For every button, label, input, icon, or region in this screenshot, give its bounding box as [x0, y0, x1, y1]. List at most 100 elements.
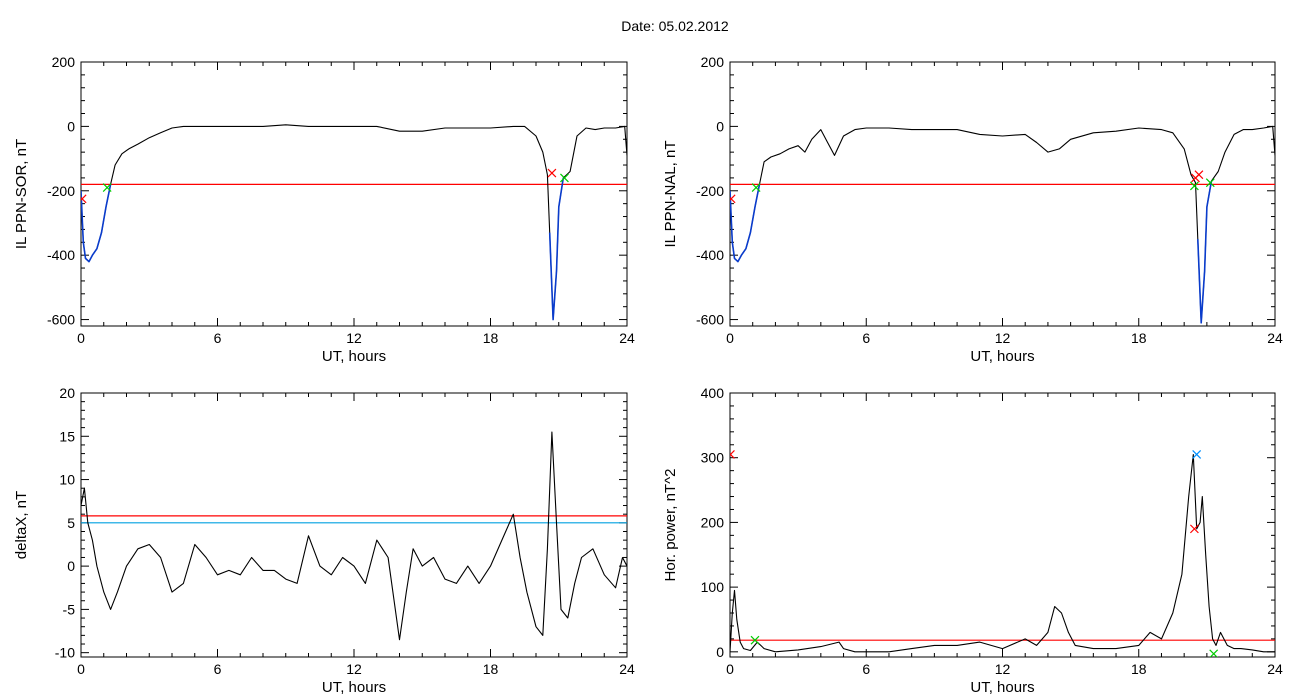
- y-tick-label: -400: [47, 247, 75, 263]
- y-tick-label: 400: [701, 385, 725, 401]
- x-tick-label: 6: [862, 330, 870, 346]
- panel-hor-power: 0 6 12 18 24 0 100 200 300 400 UT, hours Hor. power…: [662, 385, 1283, 696]
- x-tick-label: 0: [77, 661, 85, 677]
- x-axis-label: UT, hours: [970, 679, 1034, 696]
- x-tick-label: 12: [995, 661, 1011, 677]
- y-tick-label: -5: [63, 601, 76, 617]
- marker-stroke: [1194, 170, 1204, 180]
- x-tick-label: 12: [346, 661, 362, 677]
- series-line: [1197, 180, 1213, 324]
- plot-frame: [80, 392, 628, 658]
- x-axis-label: UT, hours: [322, 348, 386, 365]
- y-tick-label: 0: [67, 558, 75, 574]
- plot-frame: [729, 392, 1276, 658]
- y-tick-label: 300: [701, 450, 725, 466]
- data-marker: [1194, 170, 1204, 180]
- y-tick-label: -10: [55, 645, 75, 661]
- y-tick-label: 0: [716, 118, 724, 134]
- y-tick-label: -200: [696, 183, 724, 199]
- y-axis-label: Hor. power, nT^2: [662, 469, 679, 582]
- y-tick-label: 200: [52, 54, 76, 70]
- data-marker: [81, 194, 87, 204]
- series-line: [730, 184, 761, 263]
- x-tick-label: 18: [1131, 661, 1147, 677]
- y-tick-label: 0: [67, 118, 75, 134]
- plot-frame: [729, 61, 1276, 327]
- x-tick-label: 0: [726, 330, 734, 346]
- data-marker: [1209, 649, 1219, 657]
- data-marker: [730, 450, 735, 459]
- plot-frame: [80, 61, 628, 327]
- y-tick-label: -600: [47, 312, 75, 328]
- marker-stroke: [1209, 649, 1219, 657]
- series-line: [730, 453, 1275, 653]
- plot-area: [730, 450, 1275, 657]
- marker-stroke: [750, 635, 760, 645]
- data-marker: [1189, 524, 1199, 534]
- y-axis-label: deltaX, nT: [13, 491, 30, 559]
- marker-stroke: [81, 194, 87, 201]
- y-axis-label: IL PPN-SOR, nT: [13, 139, 30, 249]
- series-line: [81, 431, 627, 641]
- data-marker: [730, 194, 736, 204]
- data-marker: [102, 183, 112, 192]
- plot-area: [730, 125, 1275, 324]
- y-axis-label: IL PPN-NAL, nT: [662, 141, 679, 248]
- marker-stroke: [1192, 450, 1202, 459]
- plot-area: [81, 124, 627, 321]
- x-tick-label: 0: [77, 330, 85, 346]
- series-line: [730, 125, 1275, 324]
- marker-stroke: [730, 194, 736, 201]
- x-tick-label: 18: [483, 661, 499, 677]
- y-tick-label: 0: [716, 644, 724, 660]
- data-marker: [1205, 178, 1215, 188]
- y-tick-label: 20: [59, 385, 75, 401]
- y-tick-label: -600: [696, 312, 724, 328]
- x-tick-label: 24: [1267, 661, 1283, 677]
- panel-il-sor: 0 6 12 18 24 -600 -400 -200 0 200 UT, hours IL PPN-…: [13, 54, 635, 365]
- series-line: [548, 177, 565, 321]
- data-marker: [1192, 450, 1202, 459]
- marker-stroke: [102, 183, 112, 192]
- data-marker: [1189, 181, 1199, 191]
- data-marker: [560, 173, 569, 183]
- series-line: [81, 184, 112, 263]
- y-tick-label: 15: [59, 428, 75, 444]
- x-tick-label: 6: [214, 330, 222, 346]
- x-tick-label: 12: [346, 330, 362, 346]
- panel-deltax: 0 6 12 18 24 -10 -5 0 5 10 15 20 UT, hours deltaX, nT: [13, 385, 635, 696]
- marker-stroke: [1205, 178, 1215, 188]
- marker-stroke: [1189, 181, 1199, 191]
- x-tick-label: 6: [862, 661, 870, 677]
- x-tick-label: 24: [619, 330, 635, 346]
- marker-stroke: [560, 173, 569, 183]
- marker-stroke: [1189, 524, 1199, 534]
- page-title: Date: 05.02.2012: [621, 18, 729, 34]
- data-marker: [750, 635, 760, 645]
- x-tick-label: 24: [619, 661, 635, 677]
- y-tick-label: 100: [701, 579, 725, 595]
- x-tick-label: 12: [995, 330, 1011, 346]
- x-tick-label: 0: [726, 661, 734, 677]
- data-marker: [751, 183, 761, 192]
- marker-stroke: [547, 168, 557, 178]
- series-line: [81, 124, 627, 321]
- marker-stroke: [730, 450, 735, 456]
- x-tick-label: 24: [1267, 330, 1283, 346]
- y-tick-label: -200: [47, 183, 75, 199]
- data-marker: [547, 168, 557, 178]
- x-tick-label: 18: [1131, 330, 1147, 346]
- marker-stroke: [751, 183, 761, 192]
- y-tick-label: 200: [701, 54, 725, 70]
- y-tick-label: -400: [696, 247, 724, 263]
- panel-il-nal: 0 6 12 18 24 -600 -400 -200 0 200 UT, hours IL PPN-…: [662, 54, 1283, 365]
- x-axis-label: UT, hours: [970, 348, 1034, 365]
- y-tick-label: 10: [59, 472, 75, 488]
- x-axis-label: UT, hours: [322, 679, 386, 696]
- x-tick-label: 6: [214, 661, 222, 677]
- x-tick-label: 18: [483, 330, 499, 346]
- y-tick-label: 5: [67, 515, 75, 531]
- y-tick-label: 200: [701, 514, 725, 530]
- plot-area: [81, 431, 627, 641]
